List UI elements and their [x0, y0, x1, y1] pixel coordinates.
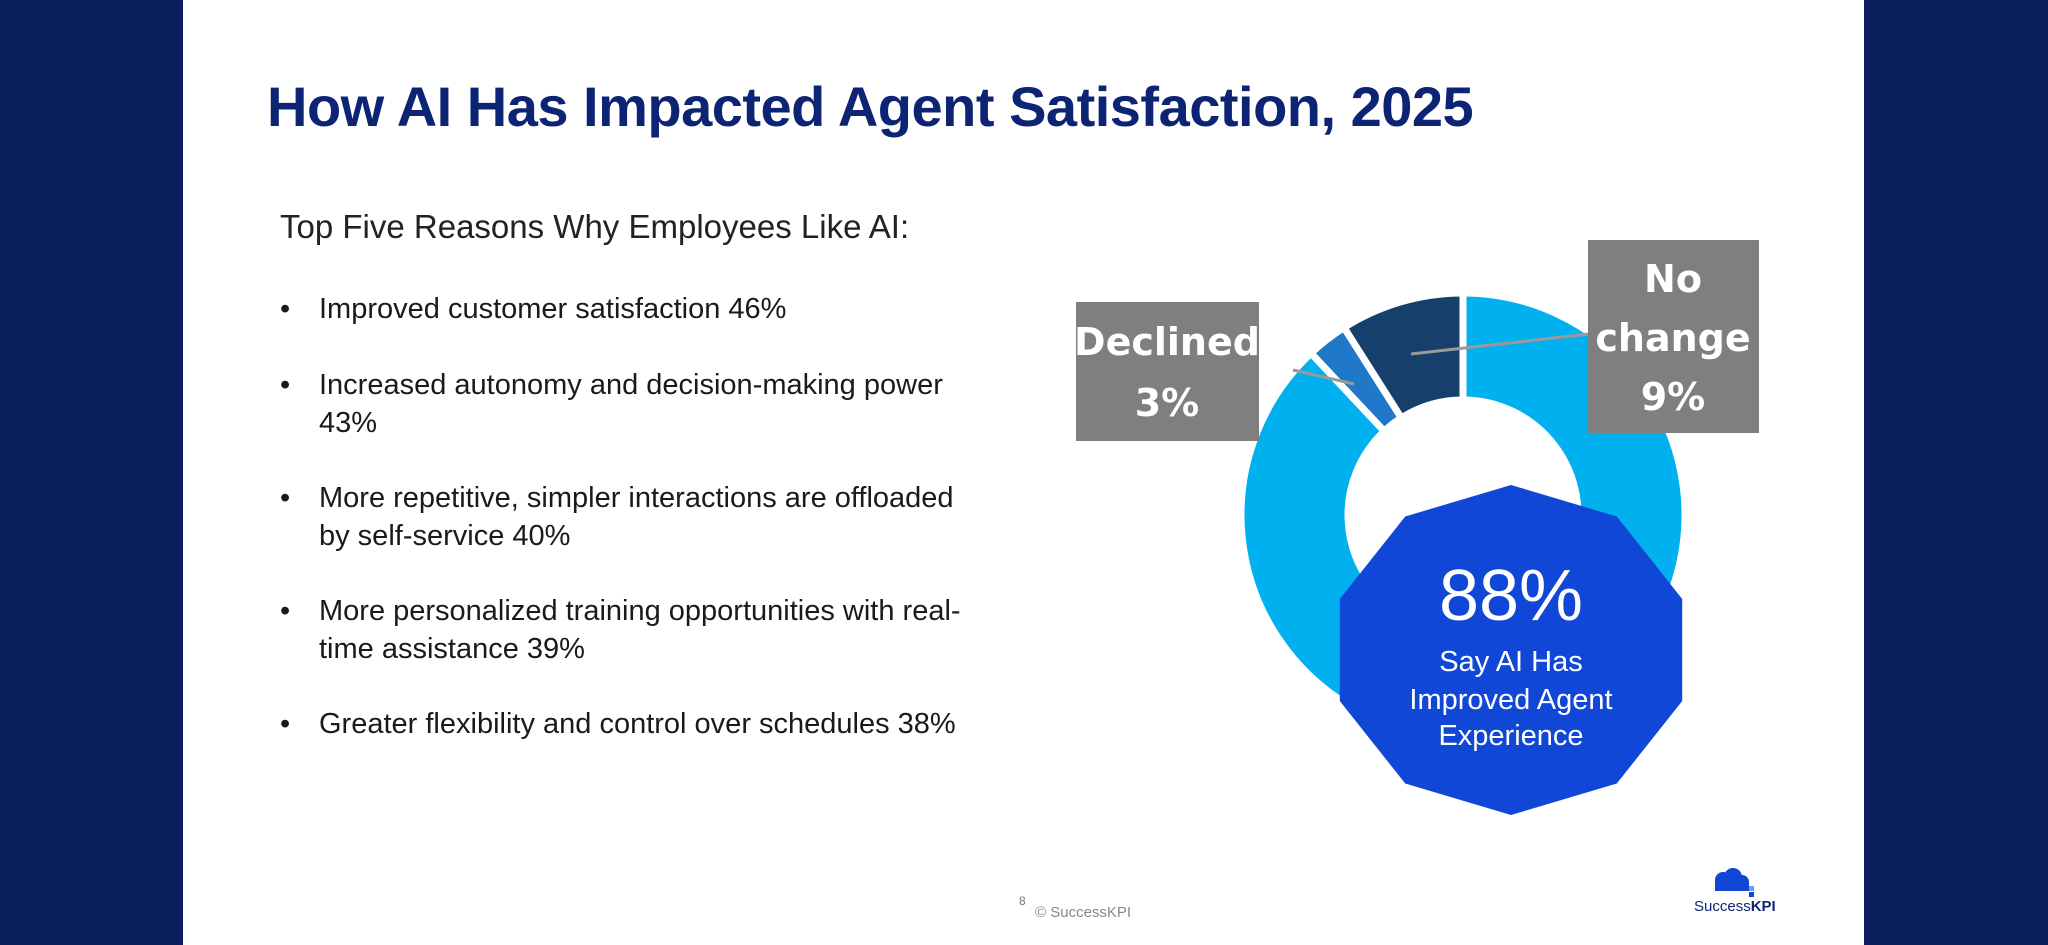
successkpi-logo-icon	[1715, 868, 1754, 897]
improved-text-line1: Say AI Has	[1439, 646, 1582, 678]
reason-text: Improved customer satisfaction 46%	[319, 293, 787, 325]
donut-slice-no-change	[1339, 289, 1467, 423]
bullet: •	[280, 708, 291, 740]
improved-text-line3: Experience	[1438, 720, 1583, 752]
page-number: 8	[1019, 894, 1026, 908]
improved-text-line2: Improved Agent	[1409, 684, 1612, 716]
bullet: •	[280, 369, 291, 401]
left-border	[0, 0, 183, 945]
slide: How AI Has Impacted Agent Satisfaction, …	[183, 0, 1864, 945]
reason-text: Greater flexibility and control over sch…	[319, 708, 956, 740]
improved-highlight-badge	[1339, 485, 1683, 815]
copyright: © SuccessKPI	[1035, 904, 1132, 921]
reason-item: • Increased autonomy and decision-making…	[280, 366, 980, 442]
reason-item: • Greater flexibility and control over s…	[280, 705, 956, 743]
reason-item: • Improved customer satisfaction 46%	[280, 290, 786, 328]
no-change-label-line1: No	[1644, 257, 1702, 301]
no-change-value: 9%	[1641, 375, 1706, 419]
logo-text-kpi: KPI	[1750, 898, 1776, 915]
no-change-callout	[1588, 240, 1759, 433]
reason-item: • More repetitive, simpler interactions …	[280, 479, 980, 555]
logo-text: SuccessKPI	[1694, 898, 1776, 915]
declined-leader-line	[1292, 368, 1355, 386]
reason-text: More personalized training opportunities…	[319, 595, 961, 665]
no-change-label-line2: change	[1595, 316, 1750, 360]
bullet: •	[280, 293, 291, 325]
logo-text-success: Success	[1694, 898, 1751, 915]
right-border	[1864, 0, 2048, 945]
improved-value: 88%	[1439, 556, 1583, 636]
reason-text: More repetitive, simpler interactions ar…	[319, 482, 954, 552]
reasons-heading: Top Five Reasons Why Employees Like AI:	[280, 208, 910, 245]
declined-callout	[1076, 302, 1259, 441]
declined-value: 3%	[1135, 381, 1200, 425]
declined-label: Declined	[1074, 320, 1260, 364]
bullet: •	[280, 595, 291, 627]
reason-text: Increased autonomy and decision-making p…	[319, 369, 943, 439]
bullet: •	[280, 482, 291, 514]
reason-item: • More personalized training opportuniti…	[280, 592, 980, 668]
no-change-leader-line	[1410, 332, 1590, 356]
slide-title: How AI Has Impacted Agent Satisfaction, …	[267, 75, 1474, 138]
donut-chart: Declined 3% No change 9% 88% Say AI Has …	[1074, 240, 1759, 815]
